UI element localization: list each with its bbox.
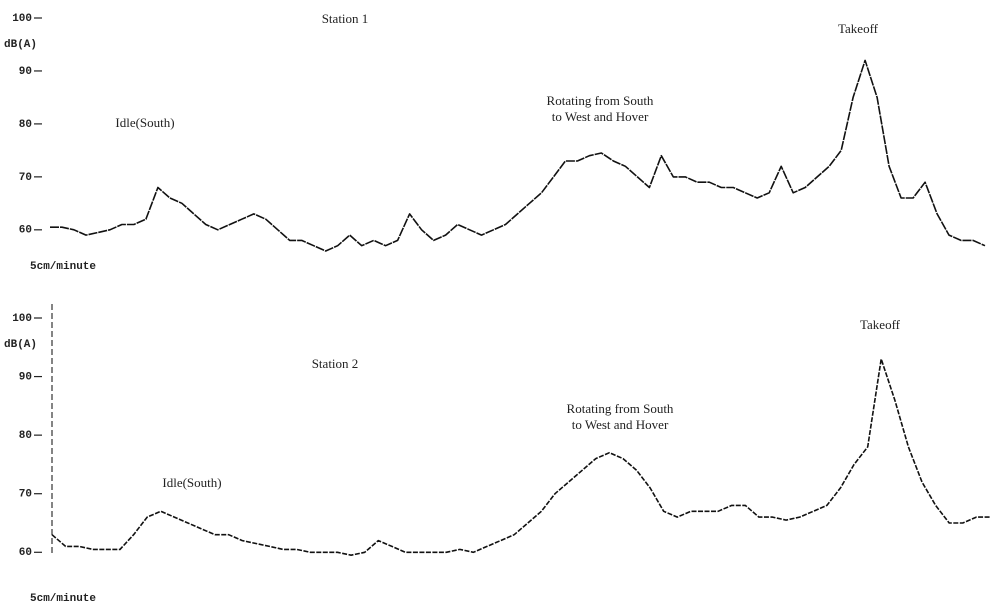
annotation: to West and Hover [552, 109, 649, 124]
y-tick-label: 80 [19, 119, 32, 131]
trace [50, 59, 986, 252]
y-tick-label: 60 [19, 225, 32, 237]
annotation: Idle(South) [162, 475, 221, 490]
y-axis-label: dB(A) [4, 339, 37, 351]
annotation: Takeoff [860, 317, 901, 332]
y-tick-label: 60 [19, 547, 32, 559]
annotation: Rotating from South [547, 93, 654, 108]
trace [51, 358, 990, 556]
y-tick-label: 80 [19, 430, 32, 442]
x-axis-label: 5cm/minute [30, 261, 96, 273]
chart-title: Station 1 [322, 11, 369, 26]
x-axis-label: 5cm/minute [30, 593, 96, 605]
y-tick-label: 90 [19, 66, 32, 78]
chart-title: Station 2 [312, 356, 359, 371]
annotation: to West and Hover [572, 417, 669, 432]
y-tick-label: 90 [19, 371, 32, 383]
annotation: Idle(South) [115, 115, 174, 130]
annotation: Rotating from South [567, 401, 674, 416]
y-tick-label: 100 [12, 313, 32, 325]
y-tick-label: 70 [19, 172, 32, 184]
y-axis-label: dB(A) [4, 39, 37, 51]
annotation: Takeoff [838, 21, 879, 36]
y-tick-label: 70 [19, 489, 32, 501]
y-tick-label: 100 [12, 13, 32, 25]
